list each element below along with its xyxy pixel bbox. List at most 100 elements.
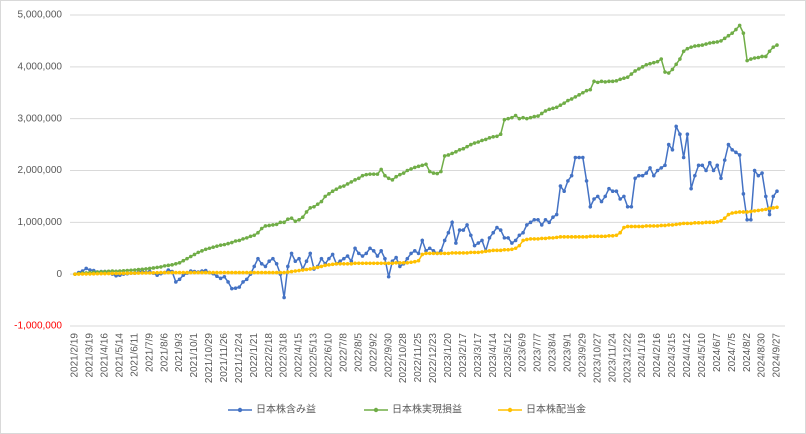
data-point	[353, 178, 357, 182]
data-point	[431, 251, 436, 256]
data-point	[177, 277, 182, 282]
data-point	[588, 204, 593, 209]
data-point	[293, 269, 298, 273]
data-point	[312, 204, 316, 209]
data-point	[263, 270, 268, 275]
data-point	[640, 173, 645, 178]
y-tick-label: 0	[56, 269, 62, 280]
x-tick-label: 2021/9/3	[174, 333, 185, 372]
data-point	[696, 163, 701, 168]
y-tick-label: 5,000,000	[18, 10, 63, 21]
data-point	[521, 115, 525, 120]
data-point	[551, 106, 555, 111]
data-point	[207, 270, 212, 275]
data-point	[177, 260, 182, 265]
data-point	[726, 33, 731, 38]
data-point	[558, 103, 563, 107]
data-point	[510, 115, 514, 120]
data-point	[435, 251, 440, 256]
data-point	[226, 280, 230, 284]
x-tick-label: 2022/9/30	[383, 333, 394, 378]
data-point	[233, 270, 238, 275]
data-point	[286, 270, 290, 274]
data-point	[719, 218, 723, 223]
data-point	[188, 270, 193, 275]
data-point	[539, 111, 544, 116]
data-point	[200, 249, 204, 253]
data-point	[487, 136, 492, 140]
data-point	[719, 39, 723, 43]
data-point	[693, 221, 697, 225]
data-point	[330, 252, 335, 257]
data-point	[730, 31, 734, 35]
data-point	[566, 179, 570, 183]
data-point	[767, 212, 772, 217]
data-point	[719, 176, 723, 181]
data-point	[491, 248, 496, 253]
data-point	[707, 41, 712, 45]
data-point	[162, 264, 167, 268]
data-point	[360, 261, 365, 266]
x-tick-label: 2024/9/27	[772, 333, 783, 378]
data-point	[401, 171, 406, 175]
data-point	[259, 226, 264, 231]
data-point	[573, 155, 578, 160]
data-point	[297, 256, 301, 261]
data-point	[319, 256, 324, 261]
data-point	[678, 132, 682, 137]
data-point	[648, 61, 652, 66]
x-tick-label: 2024/8/2	[742, 333, 753, 372]
data-point	[386, 261, 391, 266]
data-point	[577, 93, 581, 97]
data-point	[338, 259, 342, 264]
data-point	[390, 178, 395, 182]
data-point	[435, 171, 440, 176]
data-point	[442, 154, 447, 158]
data-point	[360, 254, 365, 258]
data-point	[237, 270, 242, 275]
x-tick-label: 2021/2/19	[70, 333, 81, 378]
data-point	[536, 237, 540, 241]
data-point	[704, 220, 708, 225]
data-point	[211, 245, 215, 250]
data-point	[543, 236, 548, 241]
data-point	[659, 166, 664, 170]
data-point	[188, 254, 193, 259]
data-point	[427, 251, 432, 256]
data-point	[663, 163, 667, 168]
data-point	[286, 217, 290, 222]
x-tick-label: 2024/5/10	[697, 333, 708, 378]
x-tick-label: 2022/9/2	[368, 333, 379, 372]
data-point	[483, 249, 488, 254]
x-tick-label: 2021/4/16	[100, 333, 111, 378]
data-point	[170, 263, 174, 267]
data-point	[681, 221, 686, 226]
x-tick-label: 2021/6/11	[129, 333, 140, 377]
data-point	[121, 268, 126, 273]
data-point	[775, 205, 779, 210]
data-point	[342, 262, 346, 266]
data-point	[252, 270, 257, 275]
data-point	[670, 67, 675, 72]
data-point	[525, 116, 529, 121]
x-tick-label: 2022/3/18	[279, 333, 290, 378]
data-point	[364, 261, 369, 266]
data-point	[125, 271, 130, 276]
data-point	[607, 186, 611, 191]
data-point	[472, 250, 477, 255]
data-point	[230, 240, 234, 245]
data-point	[327, 256, 331, 261]
data-point	[192, 270, 197, 275]
data-point	[734, 210, 738, 215]
data-point	[618, 197, 622, 201]
data-point	[300, 268, 305, 272]
data-point	[118, 271, 122, 276]
data-point	[315, 265, 320, 270]
x-tick-label: 2023/10/27	[592, 333, 603, 383]
data-point	[532, 237, 537, 241]
data-point	[476, 250, 481, 255]
data-point	[569, 173, 574, 178]
data-point	[412, 165, 417, 170]
data-point	[420, 238, 425, 243]
data-point	[289, 251, 294, 256]
